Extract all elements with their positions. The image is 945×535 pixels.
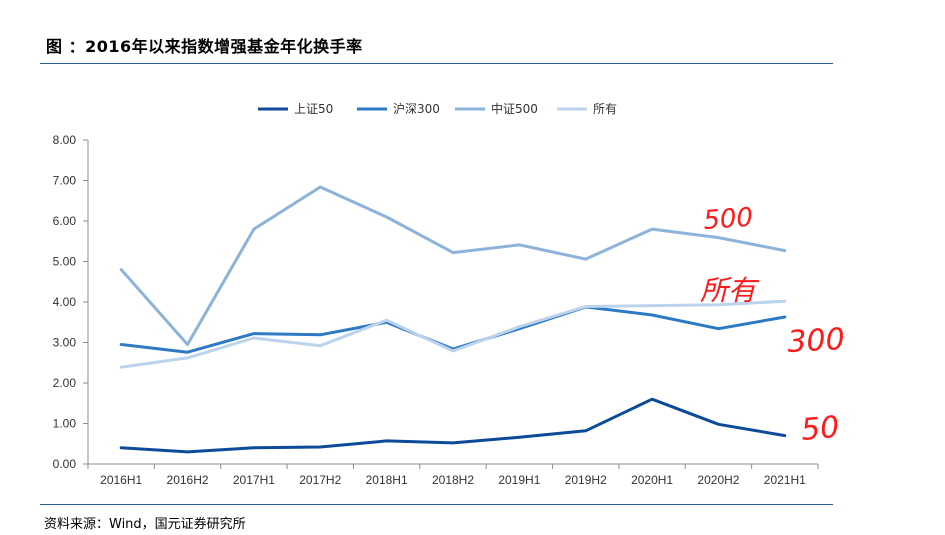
annotation-label: 500 <box>702 203 754 236</box>
x-axis: 2016H1 2016H2 2017H1 2017H2 2018H1 2018H2 2019… <box>87 463 819 487</box>
series-line-3 <box>119 299 787 369</box>
series-line-1 <box>119 305 787 354</box>
y-tick-label: 2.00 <box>53 376 77 390</box>
legend-label: 中证500 <box>491 101 538 116</box>
line-chart: 上证50 沪深300 中证500 所有 0.00 1.00 2.00 3.00 4.00 5.0… <box>53 101 846 487</box>
y-tick-label: 4.00 <box>53 295 77 309</box>
y-tick-label: 0.00 <box>53 457 77 471</box>
annotation-label: 50 <box>800 410 841 448</box>
series-line-0 <box>119 397 787 454</box>
legend-label: 上证50 <box>294 102 333 116</box>
x-tick-label: 2020H2 <box>697 473 739 487</box>
y-tick-label: 3.00 <box>53 336 77 350</box>
series-line-2 <box>119 185 787 346</box>
legend-label: 所有 <box>593 102 617 116</box>
y-tick-label: 8.00 <box>53 133 77 147</box>
x-tick-label: 2016H2 <box>167 473 209 487</box>
x-tick-label: 2016H1 <box>100 473 142 487</box>
y-tick-label: 5.00 <box>53 255 77 269</box>
title-divider <box>40 63 833 64</box>
x-tick-label: 2020H1 <box>631 473 673 487</box>
x-tick-label: 2019H2 <box>565 473 607 487</box>
annotation-label: 所有 <box>700 274 760 307</box>
y-tick-label: 7.00 <box>53 174 77 188</box>
y-tick-label: 1.00 <box>53 417 77 431</box>
series-lines <box>119 185 787 454</box>
source-divider <box>40 504 833 505</box>
x-tick-label: 2019H1 <box>498 473 540 487</box>
x-tick-label: 2018H2 <box>432 473 474 487</box>
x-tick-label: 2021H1 <box>764 473 806 487</box>
annotation-label: 300 <box>787 322 846 360</box>
x-tick-label: 2017H2 <box>299 473 341 487</box>
x-tick-label: 2018H1 <box>366 473 408 487</box>
y-axis: 0.00 1.00 2.00 3.00 4.00 5.00 6.00 7.00 8.00 <box>53 133 89 471</box>
legend: 上证50 沪深300 中证500 所有 <box>258 101 617 116</box>
handwritten-annotations: 500 所有 300 50 <box>700 203 846 448</box>
chart-title: 图 ：2016年以来指数增强基金年化换手率 <box>46 37 363 56</box>
source-note: 资料来源：Wind，国元证券研究所 <box>44 517 246 532</box>
y-tick-label: 6.00 <box>53 214 77 228</box>
legend-label: 沪深300 <box>393 102 440 116</box>
x-tick-label: 2017H1 <box>233 473 275 487</box>
